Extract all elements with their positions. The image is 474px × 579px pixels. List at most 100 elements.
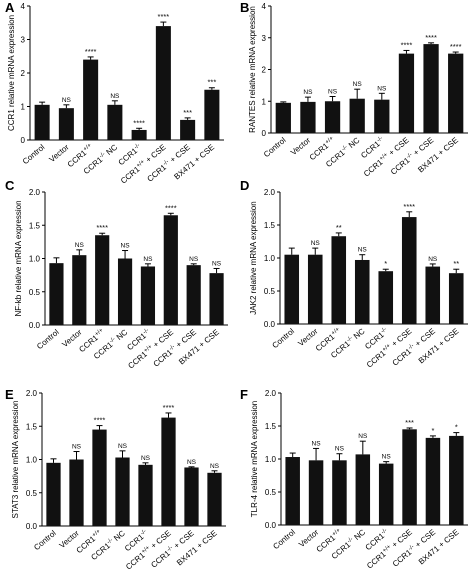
- y-tick-label: 0: [262, 129, 267, 138]
- chart-panel-f: F 0.0 0.5 1.0 1.5 2.0 TLR-4 relative mRNA expr…: [240, 387, 468, 571]
- x-tick-label: Control: [21, 142, 47, 166]
- y-axis-label: STAT3 relative mRNA expression: [11, 401, 20, 519]
- x-tick-label: Control: [35, 327, 61, 351]
- y-tick-label: 4: [262, 2, 267, 11]
- y-tick-label: 1.0: [29, 255, 41, 264]
- x-tick-label: Control: [32, 528, 58, 552]
- y-tick-label: 2.0: [264, 188, 276, 197]
- bar: [161, 417, 176, 526]
- bar: [349, 98, 365, 133]
- bar: [308, 460, 324, 525]
- bar: [49, 263, 64, 325]
- bar: [449, 435, 464, 525]
- y-tick-label: 2.0: [29, 188, 41, 197]
- significance-label: NS: [358, 433, 368, 440]
- bar: [92, 429, 107, 526]
- significance-label: ***: [405, 418, 414, 427]
- x-tick-label: Control: [262, 135, 288, 159]
- bar: [140, 266, 156, 325]
- panel-letter: D: [240, 178, 249, 193]
- y-tick-label: 2: [21, 69, 26, 78]
- bar: [300, 101, 316, 133]
- y-tick-label: 1.5: [265, 422, 277, 431]
- bar: [284, 254, 300, 324]
- significance-label: ****: [85, 47, 97, 56]
- bar: [34, 104, 50, 140]
- significance-label: NS: [62, 97, 72, 104]
- significance-label: ****: [94, 416, 106, 425]
- bar: [324, 101, 341, 133]
- significance-label: NS: [75, 242, 85, 249]
- significance-label: ****: [450, 42, 462, 51]
- panel-letter: F: [240, 387, 248, 402]
- y-tick-label: 2: [262, 66, 267, 75]
- y-tick-label: 0.0: [265, 521, 277, 530]
- chart-panel-b: B 0 1 2 3 4 RANTES relative mRNA expression Con…: [240, 0, 468, 179]
- y-tick-label: 0.0: [264, 320, 276, 329]
- y-tick-label: 0: [21, 136, 26, 145]
- significance-label: **: [336, 223, 342, 232]
- significance-label: NS: [428, 256, 438, 263]
- y-axis-label: RANTES relative mRNA expression: [248, 6, 257, 133]
- y-tick-label: 2.0: [265, 389, 277, 398]
- bar: [207, 472, 222, 526]
- significance-label: NS: [143, 256, 153, 263]
- y-axis-label: TLR-4 relative mRNA expression: [250, 401, 259, 517]
- y-tick-label: 1.5: [264, 221, 276, 230]
- panel-letter: E: [5, 387, 14, 402]
- y-axis-label: NF-kb relative mRNA expression: [14, 200, 23, 316]
- significance-label: ****: [163, 403, 175, 412]
- significance-label: NS: [210, 463, 220, 470]
- bar: [209, 273, 224, 325]
- significance-label: NS: [311, 240, 321, 247]
- significance-label: NS: [312, 440, 322, 447]
- significance-label: ****: [425, 33, 437, 42]
- y-tick-label: 4: [21, 2, 26, 11]
- significance-label: NS: [189, 256, 199, 263]
- y-tick-label: 0.5: [26, 489, 38, 498]
- x-tick-label: Control: [271, 527, 297, 551]
- bar: [378, 271, 394, 324]
- bar: [180, 119, 196, 140]
- y-tick-label: 0.5: [265, 488, 277, 497]
- significance-label: ****: [165, 203, 177, 212]
- bar: [307, 254, 323, 324]
- bar: [107, 104, 123, 140]
- bar: [402, 429, 417, 525]
- bar: [285, 457, 300, 525]
- x-tick-label: Control: [270, 326, 296, 350]
- chart-panel-c: C 0.0 0.5 1.0 1.5 2.0 NF-kb relative mRNA expr…: [5, 178, 228, 371]
- bar: [117, 258, 133, 325]
- significance-label: ***: [207, 78, 216, 87]
- bar: [448, 53, 464, 133]
- panel-letter: C: [5, 178, 15, 193]
- y-tick-label: 1: [262, 97, 267, 106]
- significance-label: ****: [133, 118, 145, 127]
- bar: [46, 462, 61, 526]
- significance-label: NS: [303, 89, 313, 96]
- chart-panel-d: D 0.0 0.5 1.0 1.5 2.0 JAK2 relative mRNA expre…: [240, 178, 468, 370]
- y-tick-label: 0.0: [29, 321, 41, 330]
- significance-label: ***: [183, 108, 192, 117]
- bar: [378, 463, 394, 525]
- y-tick-label: 0.0: [26, 522, 38, 531]
- significance-label: NS: [187, 459, 197, 466]
- bar: [155, 26, 171, 141]
- bar: [423, 44, 439, 133]
- bar: [184, 467, 199, 526]
- y-axis-label: CCR1 relative mRNA expression: [7, 15, 16, 131]
- y-tick-label: 0.5: [29, 288, 41, 297]
- significance-label: NS: [72, 444, 82, 451]
- significance-label: NS: [335, 446, 345, 453]
- significance-label: NS: [358, 247, 368, 254]
- significance-label: NS: [328, 88, 338, 95]
- x-tick-label: BX471 + CSE: [177, 328, 221, 367]
- y-tick-label: 1: [21, 103, 26, 112]
- bar: [332, 460, 347, 525]
- y-tick-label: 3: [262, 34, 267, 43]
- y-tick-label: 3: [21, 36, 26, 45]
- bar: [186, 265, 201, 325]
- panel-letter: B: [240, 0, 249, 15]
- y-tick-label: 1.0: [264, 254, 276, 263]
